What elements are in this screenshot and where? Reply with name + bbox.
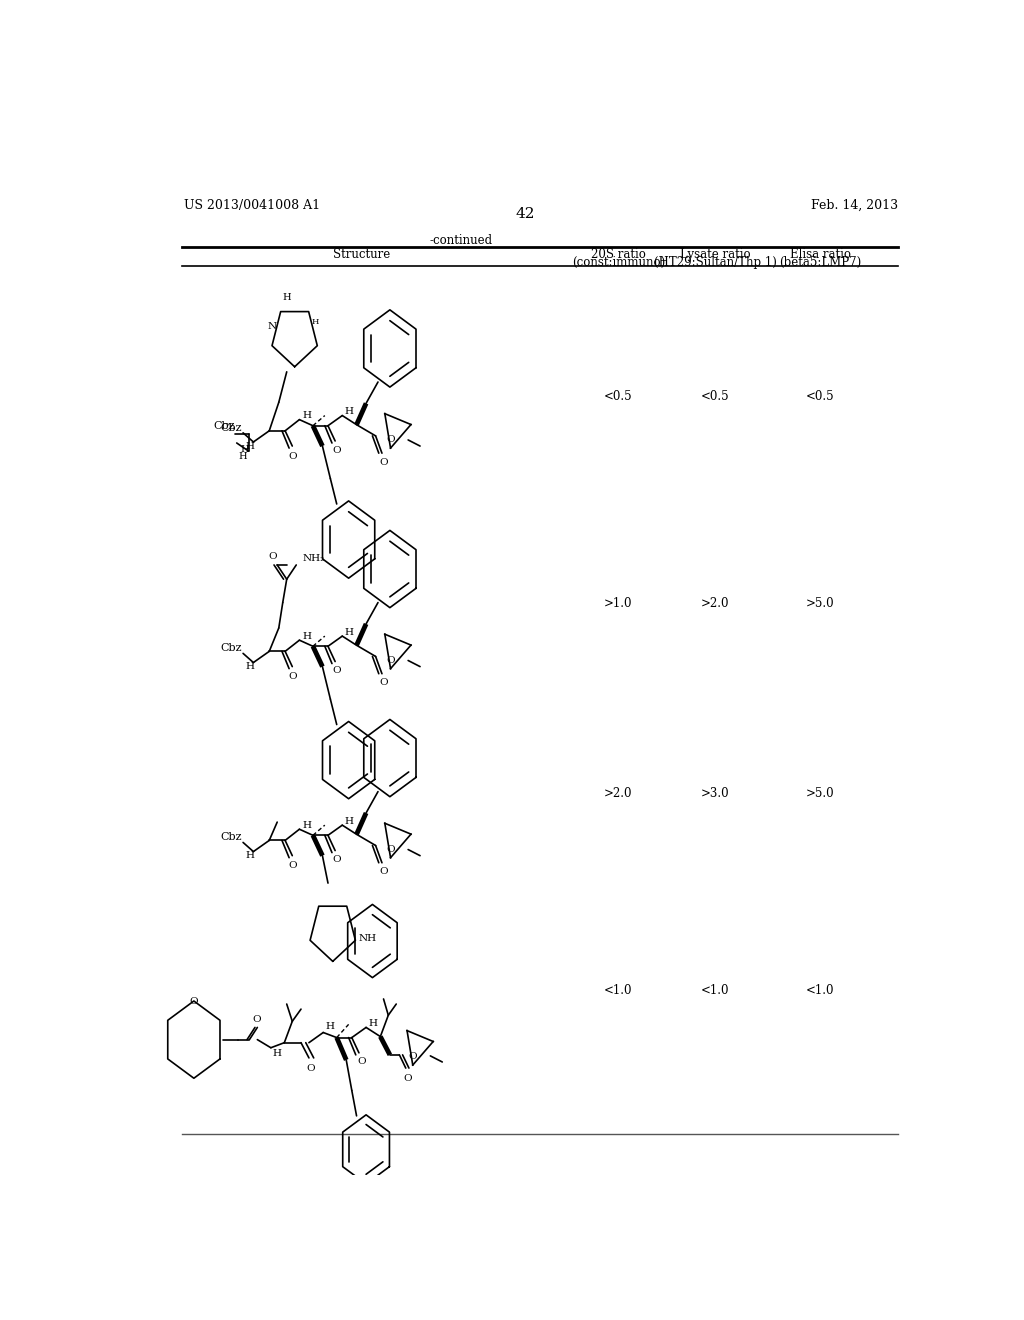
Text: O: O [403, 1073, 413, 1082]
Text: H: H [302, 411, 311, 420]
Text: H: H [246, 851, 255, 861]
Text: US 2013/0041008 A1: US 2013/0041008 A1 [183, 199, 319, 213]
Text: O: O [333, 855, 341, 865]
Text: >1.0: >1.0 [604, 598, 633, 610]
Text: O: O [379, 458, 388, 467]
Text: H: H [246, 663, 255, 671]
Text: O: O [306, 1064, 314, 1073]
Text: Cbz: Cbz [220, 422, 242, 433]
Text: Lysate ratio: Lysate ratio [680, 248, 751, 261]
Text: N: N [267, 322, 276, 331]
Text: O: O [379, 678, 388, 688]
Text: <1.0: <1.0 [701, 983, 729, 997]
Text: O: O [333, 446, 341, 454]
Text: >5.0: >5.0 [806, 787, 835, 800]
Text: >3.0: >3.0 [701, 787, 729, 800]
Text: (HT29:Sultan/Thp 1): (HT29:Sultan/Thp 1) [654, 256, 776, 269]
Text: H: H [345, 407, 354, 416]
Text: H: H [241, 445, 249, 454]
Text: <0.5: <0.5 [701, 391, 729, 403]
Text: -continued: -continued [430, 234, 493, 247]
Text: H: H [369, 1019, 378, 1028]
Text: H: H [302, 821, 311, 830]
Text: H: H [325, 1022, 334, 1031]
Text: H: H [312, 318, 319, 326]
Text: H: H [283, 293, 291, 302]
Text: H: H [345, 817, 354, 825]
Text: Cbz: Cbz [214, 421, 236, 430]
Text: O: O [409, 1052, 417, 1061]
Text: <1.0: <1.0 [806, 983, 835, 997]
Text: <0.5: <0.5 [604, 391, 633, 403]
Text: H: H [272, 1049, 282, 1059]
Text: H: H [246, 442, 255, 450]
Text: NH: NH [358, 935, 376, 944]
Text: H: H [302, 631, 311, 640]
Text: H: H [345, 627, 354, 636]
Text: O: O [386, 656, 395, 665]
Text: O: O [357, 1057, 366, 1067]
Text: O: O [289, 451, 297, 461]
Text: >2.0: >2.0 [701, 598, 729, 610]
Text: Elisa ratio: Elisa ratio [790, 248, 851, 261]
Text: O: O [252, 1015, 261, 1024]
Text: O: O [289, 862, 297, 870]
Text: (const:immuno): (const:immuno) [571, 256, 665, 269]
Text: >2.0: >2.0 [604, 787, 633, 800]
Text: <1.0: <1.0 [604, 983, 633, 997]
Text: <0.5: <0.5 [806, 391, 835, 403]
Text: O: O [379, 867, 388, 876]
Text: Feb. 14, 2013: Feb. 14, 2013 [811, 199, 898, 213]
Text: H: H [238, 451, 247, 461]
Text: O: O [333, 667, 341, 675]
Text: NH₂: NH₂ [303, 554, 325, 564]
Text: O: O [386, 436, 395, 445]
Text: Cbz: Cbz [220, 833, 242, 842]
Text: 42: 42 [515, 207, 535, 222]
Text: O: O [289, 672, 297, 681]
Text: (beta5:LMP7): (beta5:LMP7) [779, 256, 861, 269]
Text: O: O [386, 845, 395, 854]
Text: 20S ratio: 20S ratio [591, 248, 646, 261]
Text: O: O [268, 552, 276, 561]
Text: Structure: Structure [334, 248, 391, 261]
Text: O: O [189, 998, 199, 1006]
Text: Cbz: Cbz [220, 643, 242, 653]
Text: >5.0: >5.0 [806, 598, 835, 610]
